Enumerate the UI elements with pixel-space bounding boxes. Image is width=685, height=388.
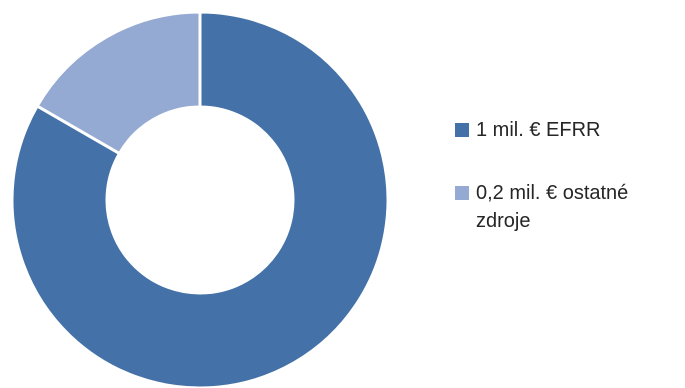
legend-label-other-sources: 0,2 mil. € ostatné zdroje: [476, 182, 629, 232]
legend-swatch-other-sources: [455, 186, 469, 200]
donut-slice-efrr: [10, 10, 390, 388]
legend-item-efrr: 1 mil. € EFRR: [455, 116, 683, 144]
legend-item-other-sources: 0,2 mil. € ostatné zdroje: [455, 179, 683, 235]
legend-label-efrr: 1 mil. € EFRR: [476, 119, 601, 141]
chart-legend: 1 mil. € EFRR 0,2 mil. € ostatné zdroje: [455, 116, 683, 270]
donut-slice-other-sources: [35, 10, 202, 156]
legend-swatch-efrr: [455, 123, 469, 137]
